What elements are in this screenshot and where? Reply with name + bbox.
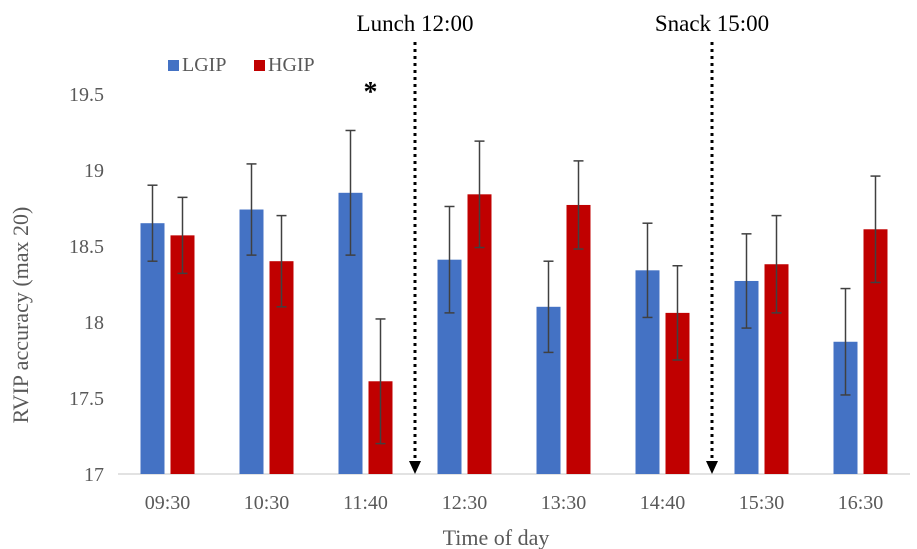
y-tick-label: 19.5 — [69, 84, 104, 106]
bars-group — [140, 192, 888, 475]
y-tick-label: 17 — [84, 464, 104, 486]
event-label: Snack 15:00 — [655, 11, 769, 36]
x-tick-label: 16:30 — [838, 492, 884, 514]
y-tick-label: 18 — [84, 312, 104, 334]
event-arrowhead — [409, 461, 421, 474]
legend-label: LGIP — [182, 54, 226, 76]
x-tick-label: 14:40 — [640, 492, 686, 514]
y-tick-label: 19 — [84, 160, 104, 182]
y-tick-label: 17.5 — [69, 388, 104, 410]
y-axis-label: RVIP accuracy (max 20) — [8, 207, 33, 424]
x-tick-label: 09:30 — [145, 492, 191, 514]
x-tick-label: 11:40 — [343, 492, 388, 514]
legend: LGIP HGIP — [168, 54, 315, 76]
y-axis-ticks: 17 17.5 18 18.5 19 19.5 — [69, 84, 104, 486]
bar-lgip-0930 — [140, 223, 165, 474]
x-tick-label: 12:30 — [442, 492, 488, 514]
bar-hgip-1330 — [566, 204, 591, 474]
x-tick-label: 10:30 — [244, 492, 290, 514]
significance-marker: * — [364, 77, 378, 108]
bar-hgip-0930 — [170, 235, 195, 474]
y-tick-label: 18.5 — [69, 236, 104, 258]
event-markers: Lunch 12:00 Snack 15:00 — [357, 11, 769, 474]
event-arrowhead — [706, 461, 718, 474]
legend-swatch — [254, 60, 265, 71]
error-bars-group — [147, 129, 881, 445]
annotations-group: * — [364, 77, 378, 108]
x-tick-label: 15:30 — [739, 492, 785, 514]
event-label: Lunch 12:00 — [357, 11, 474, 36]
x-axis-label: Time of day — [443, 525, 550, 549]
legend-label: HGIP — [268, 54, 315, 76]
x-axis-ticks: 09:30 10:30 11:40 12:30 13:30 14:40 15:30 16:30 — [145, 492, 884, 514]
legend-swatch — [168, 60, 179, 71]
x-tick-label: 13:30 — [541, 492, 587, 514]
